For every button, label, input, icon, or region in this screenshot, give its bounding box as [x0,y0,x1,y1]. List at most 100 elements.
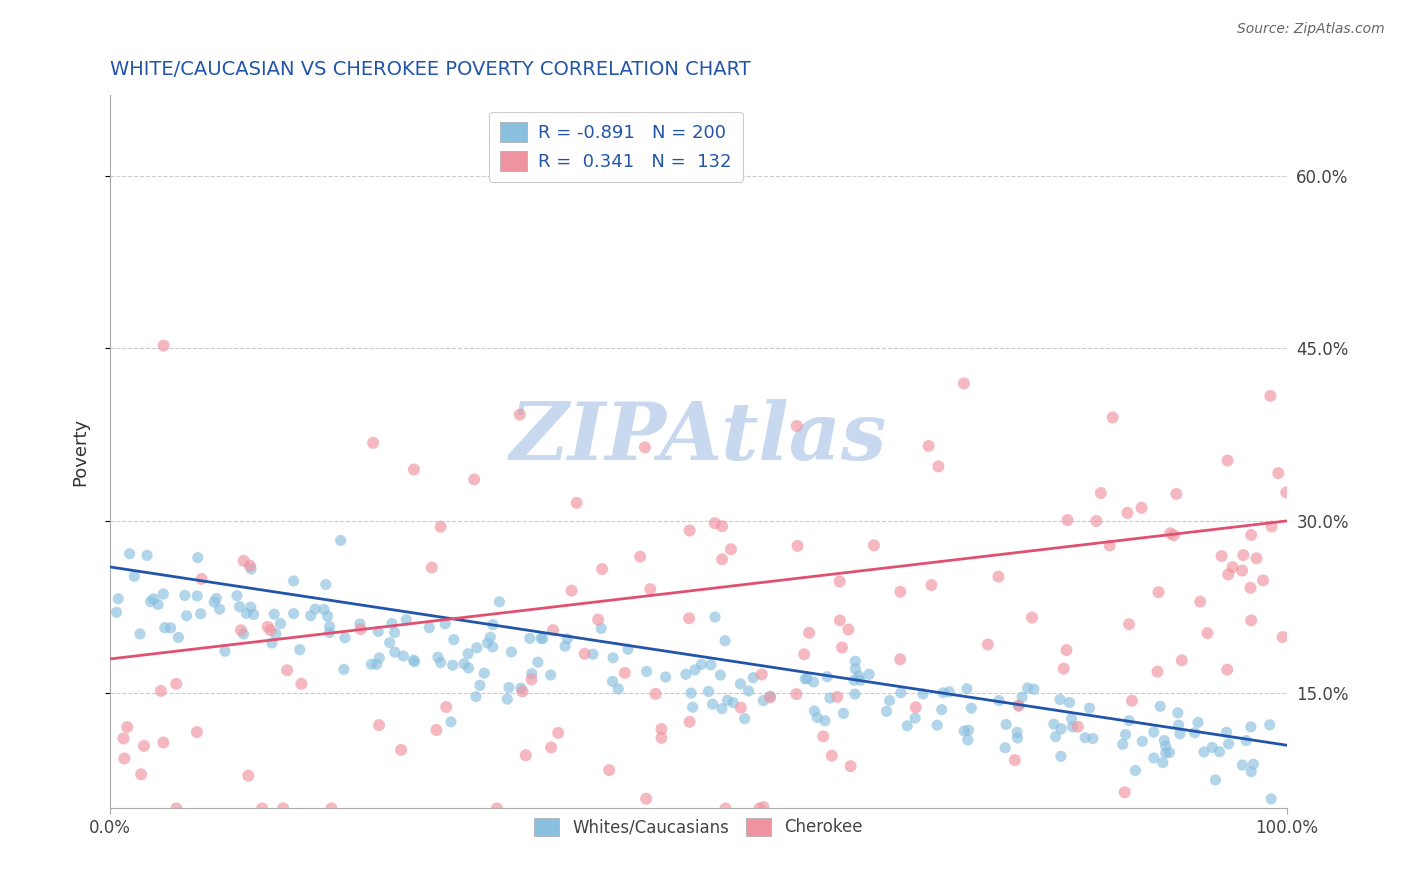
Point [118,547,141,561]
Point [250,801,273,815]
Point [714,633,737,648]
Point [554,639,576,653]
Point [794,672,817,686]
Point [271,801,294,815]
Point [675,667,697,681]
Point [644,687,666,701]
Point [678,611,700,625]
Point [889,652,911,666]
Point [441,658,464,673]
Point [1232,758,1254,772]
Point [318,619,340,633]
Point [429,520,451,534]
Point [844,654,866,668]
Point [463,472,485,486]
Point [256,620,278,634]
Point [827,690,849,704]
Point [457,661,479,675]
Point [858,667,880,681]
Point [1230,564,1253,578]
Point [176,608,198,623]
Point [378,636,401,650]
Point [1021,610,1043,624]
Point [510,681,533,695]
Point [785,687,807,701]
Point [711,552,734,566]
Point [263,607,285,622]
Point [1056,643,1078,657]
Point [1125,764,1147,778]
Point [956,733,979,747]
Point [557,632,579,646]
Point [360,657,382,672]
Point [283,574,305,588]
Point [1152,756,1174,770]
Point [634,440,657,454]
Point [367,624,389,639]
Point [752,800,775,814]
Point [1189,594,1212,608]
Point [714,801,737,815]
Point [1022,682,1045,697]
Point [636,791,658,805]
Point [187,550,209,565]
Point [1004,753,1026,767]
Point [434,616,457,631]
Point [796,672,818,686]
Point [890,686,912,700]
Point [498,681,520,695]
Point [995,717,1018,731]
Point [229,624,252,638]
Point [1011,690,1033,704]
Point [927,459,949,474]
Point [159,621,181,635]
Point [240,562,263,576]
Point [205,591,228,606]
Point [679,524,702,538]
Point [1143,751,1166,765]
Point [152,338,174,352]
Point [402,462,425,476]
Point [465,690,488,704]
Point [917,439,939,453]
Point [290,677,312,691]
Point [953,376,976,391]
Point [703,516,725,531]
Point [1062,720,1084,734]
Point [333,631,356,645]
Point [541,623,564,637]
Point [1163,528,1185,542]
Point [1168,727,1191,741]
Point [368,651,391,665]
Point [1130,500,1153,515]
Point [152,587,174,601]
Point [232,554,254,568]
Point [1147,585,1170,599]
Point [1116,506,1139,520]
Point [1118,617,1140,632]
Point [389,743,412,757]
Point [700,657,723,672]
Point [381,616,404,631]
Point [679,686,702,700]
Point [349,616,371,631]
Point [582,647,605,661]
Legend: Whites/Caucasians, Cherokee: Whites/Caucasians, Cherokee [527,811,869,843]
Point [129,767,152,781]
Text: WHITE/CAUCASIAN VS CHEROKEE POVERTY CORRELATION CHART: WHITE/CAUCASIAN VS CHEROKEE POVERTY CORR… [110,60,751,78]
Point [316,609,339,624]
Point [702,697,724,711]
Point [607,681,630,696]
Point [366,657,388,672]
Point [613,665,636,680]
Point [1218,567,1240,582]
Point [520,666,543,681]
Point [173,588,195,602]
Point [1154,746,1177,760]
Point [1251,574,1274,588]
Point [485,801,508,815]
Point [1208,745,1230,759]
Point [312,602,335,616]
Point [1153,733,1175,747]
Point [186,589,208,603]
